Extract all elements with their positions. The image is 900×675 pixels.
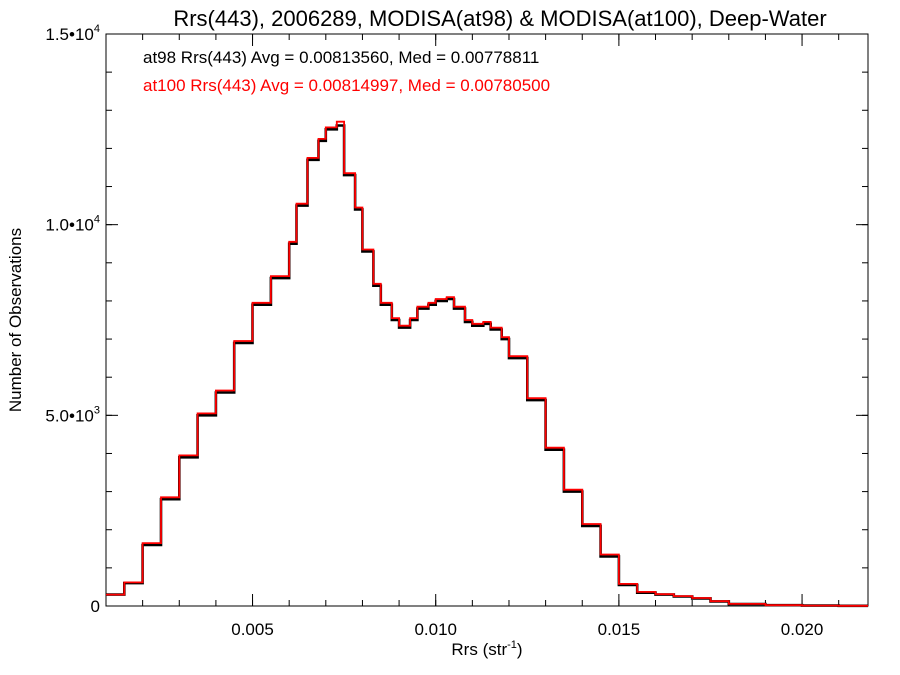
x-tick-label: 0.020 (781, 620, 824, 639)
y-tick-label: 5.0•103 (45, 404, 100, 425)
series-line-at98 (106, 124, 868, 608)
stats-at100: at100 Rrs(443) Avg = 0.00814997, Med = 0… (143, 76, 550, 95)
x-axis-label: Rrs (str-1) (451, 639, 522, 659)
y-tick-label-exponent: 3 (94, 404, 100, 416)
x-tick-label: 0.015 (598, 620, 641, 639)
y-tick-label-base: 1.5•10 (45, 25, 94, 44)
x-axis-label-end: ) (517, 640, 523, 659)
y-axis-label: Number of Observations (6, 228, 25, 412)
x-tick-label: 0.005 (231, 620, 274, 639)
y-tick-label-exponent: 4 (94, 23, 100, 35)
x-axis-label-main: Rrs (str (451, 640, 507, 659)
y-tick-label-base: 5.0•10 (45, 406, 94, 425)
series-line-at100 (106, 120, 868, 607)
y-tick-label-base: 1.0•10 (45, 216, 94, 235)
y-tick-label: 1.0•104 (45, 214, 100, 235)
y-tick-label-base: 0 (91, 597, 100, 616)
y-tick-label: 0 (91, 597, 100, 616)
x-tick-label: 0.010 (414, 620, 457, 639)
chart-title: Rrs(443), 2006289, MODISA(at98) & MODISA… (173, 6, 826, 31)
x-axis-label-sup: -1 (507, 639, 517, 651)
stats-at98: at98 Rrs(443) Avg = 0.00813560, Med = 0.… (143, 48, 539, 67)
x-axis-ticks: 0.005 0.010 0.015 0.020 (105, 34, 840, 639)
series-layer (106, 120, 868, 608)
y-tick-label: 1.5•104 (45, 23, 100, 44)
y-tick-label-exponent: 4 (94, 214, 100, 226)
plot-frame (105, 33, 869, 607)
